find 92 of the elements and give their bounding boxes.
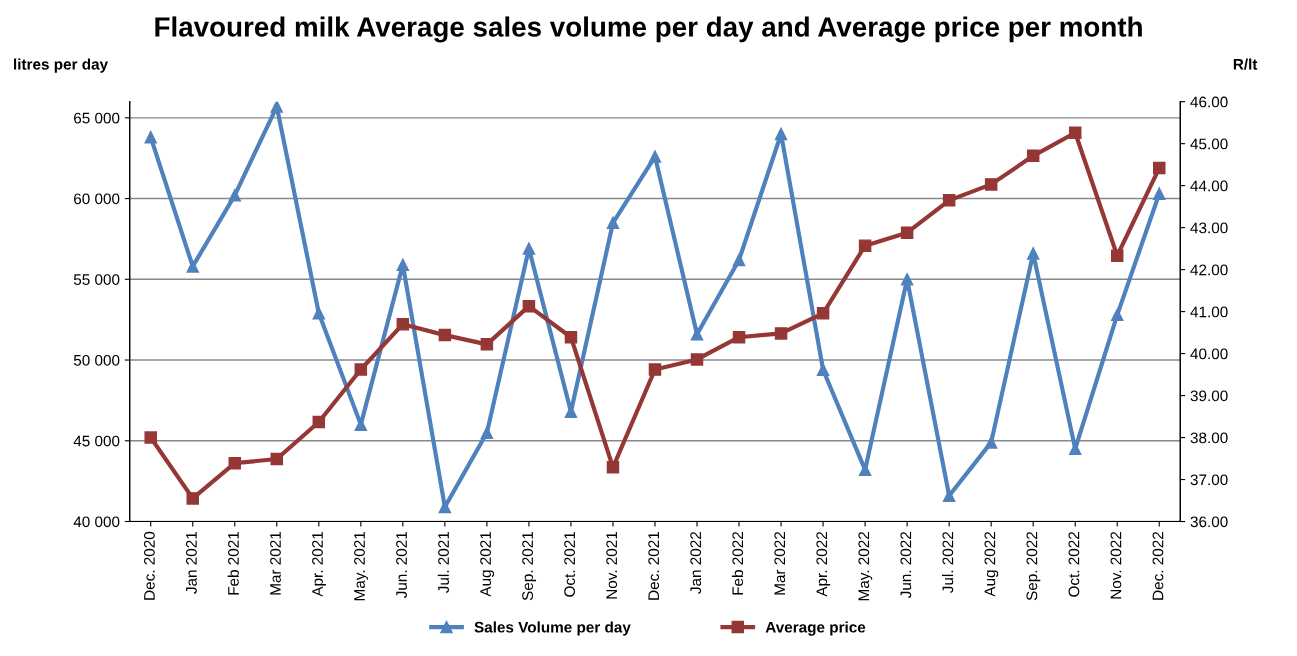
point — [522, 299, 536, 313]
point — [942, 194, 956, 207]
legend-label: Sales Volume per day — [474, 621, 631, 636]
point — [1026, 247, 1040, 260]
point — [774, 127, 788, 141]
point — [648, 150, 662, 163]
y2-tick-label: 44.00 — [1190, 180, 1228, 192]
point — [1153, 187, 1166, 200]
point — [354, 363, 368, 376]
legend-label: Average price — [765, 621, 866, 636]
point — [270, 101, 284, 113]
point — [270, 452, 284, 466]
y2-tick-label: 37.00 — [1190, 474, 1228, 486]
point — [606, 461, 620, 474]
y2-tick-label: 42.00 — [1190, 264, 1228, 276]
chart-title: Flavoured milk Average sales volume per day and Average price per month — [155, 16, 1142, 43]
y-tick-label: 45 000 — [73, 435, 120, 447]
point — [816, 307, 830, 320]
point — [648, 363, 662, 376]
x-tick-label: Jul. 2022 — [942, 532, 954, 594]
y-axis-title: litres per day — [14, 58, 108, 73]
point — [900, 273, 914, 286]
point — [1068, 126, 1082, 139]
x-tick-label: Sep. 2022 — [1026, 532, 1041, 601]
y2-tick-label: 43.00 — [1190, 222, 1228, 234]
x-tick-label: May. 2022 — [858, 532, 873, 601]
y2-tick-label: 36.00 — [1190, 516, 1228, 528]
point — [984, 436, 998, 449]
point — [774, 327, 788, 340]
x-tick-label: Feb 2021 — [227, 531, 239, 595]
point — [186, 492, 199, 505]
x-tick-label: Nov. 2021 — [606, 531, 618, 599]
point — [816, 363, 830, 376]
y-tick-label: 40 000 — [73, 516, 120, 528]
x-tick-label: Nov. 2022 — [1110, 532, 1122, 599]
x-tick-label: Jun. 2021 — [396, 531, 407, 599]
point — [690, 327, 704, 341]
point — [228, 189, 242, 202]
point — [606, 216, 620, 230]
point — [690, 353, 704, 366]
x-tick-label: Oct. 2022 — [1068, 532, 1080, 597]
point — [438, 328, 452, 342]
x-tick-label: Sep. 2021 — [522, 531, 537, 601]
x-tick-label: Mar 2021 — [270, 531, 281, 595]
point — [312, 306, 326, 320]
x-tick-label: Apr. 2022 — [816, 532, 831, 597]
y-tick-label: 55 000 — [73, 274, 120, 285]
y-tick-label: 65 000 — [74, 112, 120, 124]
point — [228, 456, 242, 470]
point — [1026, 149, 1040, 163]
point — [900, 226, 914, 239]
x-tick-label: Aug 2021 — [480, 531, 495, 597]
point — [186, 260, 199, 273]
x-tick-label: Feb 2022 — [731, 532, 744, 595]
y2-tick-label: 40.00 — [1190, 348, 1228, 360]
point — [732, 330, 746, 344]
x-tick-label: Aug 2022 — [984, 532, 999, 597]
point — [1110, 249, 1124, 263]
y-tick-label: 50 000 — [73, 354, 120, 366]
y2-tick-label: 45.00 — [1190, 138, 1228, 150]
x-tick-label: Oct. 2021 — [564, 531, 576, 597]
point — [858, 239, 872, 252]
point — [480, 426, 494, 439]
y2-tick-label: 39.00 — [1190, 390, 1228, 402]
x-tick-label: Apr. 2021 — [312, 531, 326, 597]
point — [144, 431, 157, 444]
point — [1110, 308, 1124, 322]
point — [312, 415, 326, 429]
point — [480, 338, 494, 351]
point — [396, 317, 410, 331]
x-tick-label: Jun. 2022 — [900, 532, 912, 599]
point — [564, 330, 578, 344]
x-tick-label: May. 2021 — [354, 531, 368, 601]
point — [732, 253, 746, 267]
y2-tick-label: 41.00 — [1190, 306, 1228, 318]
x-tick-label: Mar 2022 — [774, 532, 786, 595]
x-tick-label: Jul. 2021 — [437, 531, 449, 594]
y2-tick-label: 46.00 — [1190, 96, 1228, 108]
point — [522, 242, 536, 255]
x-tick-label: Dec. 2021 — [648, 531, 660, 600]
x-tick-label: Dec. 2020 — [143, 531, 155, 600]
point — [144, 130, 157, 144]
y2-axis-title: R/lt — [1233, 58, 1258, 70]
y-tick-label: 60 000 — [74, 193, 120, 205]
point — [396, 258, 410, 272]
point — [984, 178, 998, 191]
x-tick-label: Dec. 2022 — [1152, 532, 1164, 600]
y2-tick-label: 38.00 — [1190, 432, 1228, 444]
x-tick-label: Jan 2021 — [186, 531, 197, 594]
point — [942, 489, 956, 502]
x-tick-label: Jan 2022 — [690, 532, 702, 594]
point — [1153, 161, 1166, 175]
